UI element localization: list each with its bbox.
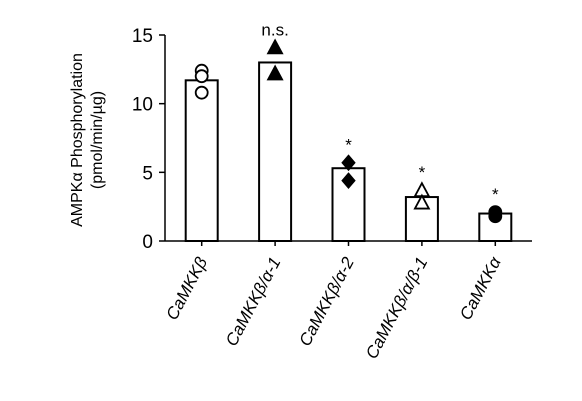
x-tick-label: CaMKKα: [456, 253, 505, 323]
data-point: [194, 85, 209, 100]
y-tick-label: 5: [142, 163, 153, 184]
data-point: [341, 154, 356, 172]
data-point: [266, 64, 284, 81]
data-point: [413, 193, 431, 210]
x-tick-label: CaMKKβ/α/β-1: [362, 254, 431, 362]
annotation: *: [492, 185, 499, 204]
data-point: [194, 69, 209, 84]
annotation: *: [419, 163, 426, 182]
annotation: n.s.: [261, 20, 288, 39]
x-tick-label: CaMKKβ/α-2: [295, 253, 358, 349]
data-point: [341, 172, 356, 189]
annotation: *: [345, 136, 352, 155]
y-tick-label: 10: [132, 95, 153, 116]
y-axis-label: AMPKα Phosphorylation: [69, 53, 86, 227]
y-tick-label: 0: [142, 232, 153, 253]
bar: [331, 167, 366, 242]
x-tick-label: CaMKKβ: [162, 254, 211, 323]
bar: [184, 79, 219, 242]
data-point: [266, 38, 284, 55]
x-tick-label: CaMKKβ/α-1: [222, 254, 285, 349]
data-point: [488, 209, 503, 224]
y-tick-label: 15: [132, 26, 153, 47]
y-axis-label: (pmol/min/µg): [89, 91, 106, 189]
bar: [258, 61, 293, 243]
